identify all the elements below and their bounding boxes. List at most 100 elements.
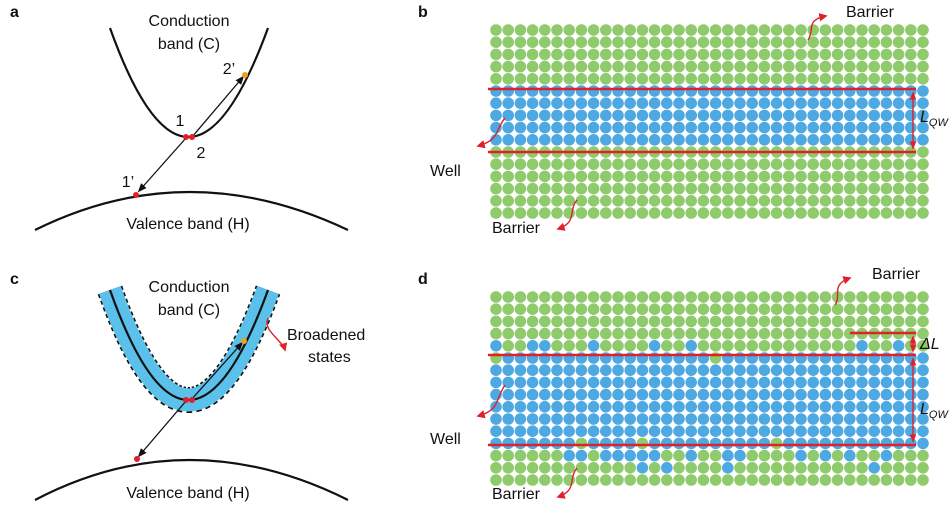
atom xyxy=(661,377,673,389)
atom xyxy=(490,291,502,303)
atom xyxy=(795,24,807,36)
atom xyxy=(783,171,795,183)
atom xyxy=(917,389,929,401)
atom xyxy=(710,377,722,389)
atom xyxy=(710,134,722,146)
atom xyxy=(856,158,868,170)
atom xyxy=(588,110,600,122)
atom xyxy=(673,24,685,36)
atom xyxy=(759,450,771,462)
atom xyxy=(856,291,868,303)
atom xyxy=(612,425,624,437)
atom xyxy=(685,183,697,195)
atom xyxy=(673,110,685,122)
atom xyxy=(612,134,624,146)
atom xyxy=(673,61,685,73)
atom xyxy=(771,49,783,61)
atom xyxy=(551,413,563,425)
atom xyxy=(588,413,600,425)
band-label: Conduction xyxy=(149,13,230,30)
atom xyxy=(820,425,832,437)
atom xyxy=(576,49,588,61)
atom xyxy=(515,425,527,437)
atom xyxy=(563,24,575,36)
atom xyxy=(637,134,649,146)
atom xyxy=(820,462,832,474)
atom xyxy=(576,377,588,389)
atom xyxy=(710,389,722,401)
atom xyxy=(905,158,917,170)
atom xyxy=(527,85,539,97)
atom xyxy=(637,73,649,85)
atom xyxy=(746,425,758,437)
atom xyxy=(832,97,844,109)
atom xyxy=(637,303,649,315)
atom xyxy=(685,303,697,315)
atom xyxy=(868,462,880,474)
atom xyxy=(746,450,758,462)
atom xyxy=(490,73,502,85)
atom xyxy=(661,340,673,352)
atom xyxy=(832,389,844,401)
atom xyxy=(563,377,575,389)
atom xyxy=(612,316,624,328)
atom xyxy=(515,73,527,85)
atom xyxy=(502,85,514,97)
atom xyxy=(844,364,856,376)
atom xyxy=(795,413,807,425)
atom xyxy=(759,36,771,48)
atom xyxy=(795,389,807,401)
atom xyxy=(917,291,929,303)
atom xyxy=(551,158,563,170)
atom xyxy=(576,85,588,97)
atom xyxy=(661,425,673,437)
atom xyxy=(771,97,783,109)
atom xyxy=(807,462,819,474)
atom xyxy=(515,36,527,48)
atom xyxy=(576,195,588,207)
atom xyxy=(673,49,685,61)
atom xyxy=(722,364,734,376)
atom xyxy=(661,462,673,474)
atom xyxy=(893,183,905,195)
atom xyxy=(649,316,661,328)
atom xyxy=(832,377,844,389)
atom xyxy=(563,195,575,207)
atom xyxy=(551,85,563,97)
atom xyxy=(649,438,661,450)
atom xyxy=(771,364,783,376)
atom xyxy=(673,303,685,315)
atom xyxy=(868,316,880,328)
atom xyxy=(856,122,868,134)
atom xyxy=(795,377,807,389)
atom xyxy=(856,73,868,85)
atom xyxy=(624,183,636,195)
atom xyxy=(563,340,575,352)
atom xyxy=(624,377,636,389)
atom xyxy=(698,340,710,352)
atom xyxy=(832,462,844,474)
atom xyxy=(527,438,539,450)
atom xyxy=(576,401,588,413)
atom xyxy=(539,474,551,486)
atom xyxy=(588,207,600,219)
atom xyxy=(649,377,661,389)
atom xyxy=(624,110,636,122)
atom xyxy=(771,134,783,146)
atom xyxy=(551,438,563,450)
atom xyxy=(722,462,734,474)
atom xyxy=(771,438,783,450)
atom xyxy=(612,24,624,36)
atom xyxy=(710,462,722,474)
atom xyxy=(881,377,893,389)
atom xyxy=(783,328,795,340)
atom xyxy=(832,401,844,413)
point-label: 2’ xyxy=(223,61,235,78)
atom xyxy=(795,474,807,486)
atom xyxy=(722,61,734,73)
atom xyxy=(576,316,588,328)
atom xyxy=(490,328,502,340)
atom xyxy=(515,328,527,340)
atom xyxy=(637,474,649,486)
atom xyxy=(759,401,771,413)
